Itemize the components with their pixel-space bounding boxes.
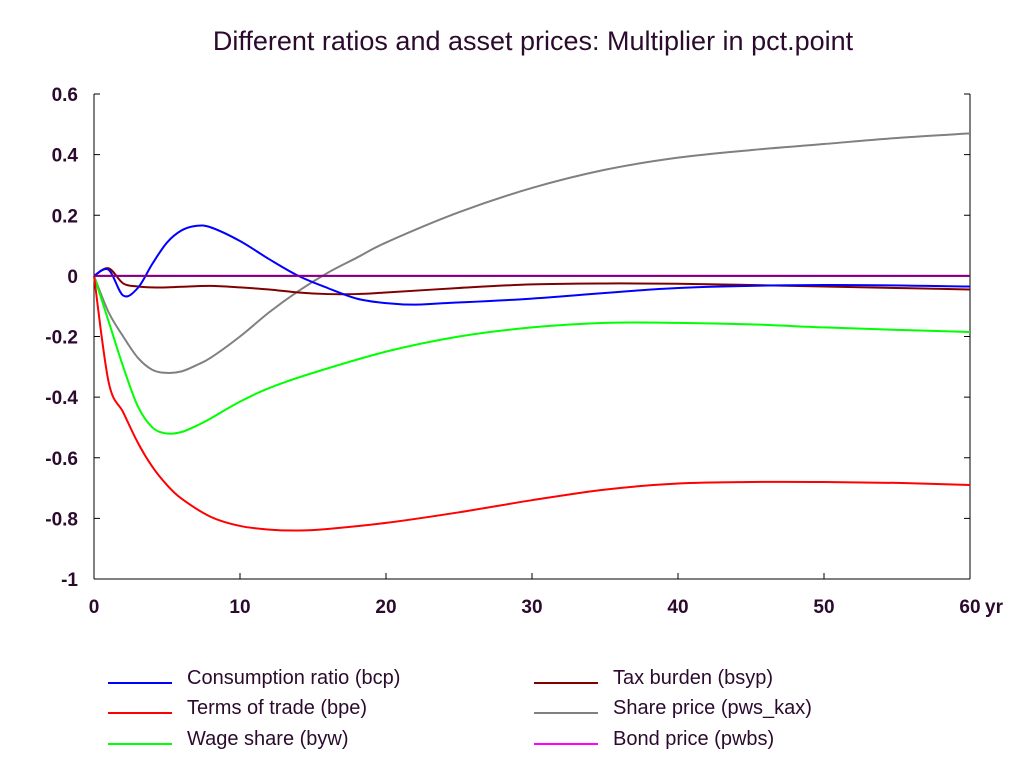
y-tick-label: 0 bbox=[67, 267, 78, 288]
y-tick-label: -0.6 bbox=[45, 449, 78, 470]
x-tick-label: 10 bbox=[229, 597, 250, 618]
y-tick-label: -0.2 bbox=[45, 328, 78, 349]
series-line-2 bbox=[93, 275, 971, 435]
series-line-0 bbox=[93, 224, 971, 306]
legend-label-3: Tax burden (bsyp) bbox=[613, 667, 773, 689]
y-tick-label: 0.6 bbox=[52, 85, 78, 106]
series-line-1 bbox=[93, 275, 971, 532]
y-tick-label: 0.4 bbox=[52, 146, 79, 167]
x-tick-label: 50 bbox=[813, 597, 834, 618]
y-tick-label: -0.8 bbox=[45, 509, 78, 530]
legend-label-1: Terms of trade (bpe) bbox=[187, 697, 367, 719]
x-tick-label: 30 bbox=[521, 597, 542, 618]
x-tick-label: 40 bbox=[667, 597, 688, 618]
legend: Consumption ratio (bcp) Terms of trade (b… bbox=[108, 667, 812, 750]
legend-label-0: Consumption ratio (bcp) bbox=[187, 667, 400, 689]
axis-ticks bbox=[93, 93, 971, 580]
x-tick-label: 60 bbox=[959, 597, 980, 618]
legend-label-4: Share price (pws_kax) bbox=[613, 697, 812, 719]
tick-labels: 0.6 0.4 0.2 0 -0.2 -0.4 -0.6 -0.8 -1 0 10 20 30 40 50 6… bbox=[45, 85, 1003, 618]
x-unit-label: yr bbox=[985, 597, 1004, 618]
plot-frame bbox=[93, 94, 971, 580]
x-tick-label: 20 bbox=[375, 597, 396, 618]
y-tick-label: 0.2 bbox=[52, 206, 78, 227]
y-tick-label: -1 bbox=[61, 570, 78, 591]
series-line-4 bbox=[93, 132, 971, 374]
y-tick-label: -0.4 bbox=[45, 388, 78, 409]
legend-label-2: Wage share (byw) bbox=[187, 728, 349, 750]
series-lines bbox=[93, 132, 971, 532]
legend-label-5: Bond price (pwbs) bbox=[613, 728, 774, 750]
series-line-3 bbox=[93, 267, 971, 296]
chart-title: Different ratios and asset prices: Multi… bbox=[213, 26, 854, 56]
x-tick-label: 0 bbox=[89, 597, 100, 618]
